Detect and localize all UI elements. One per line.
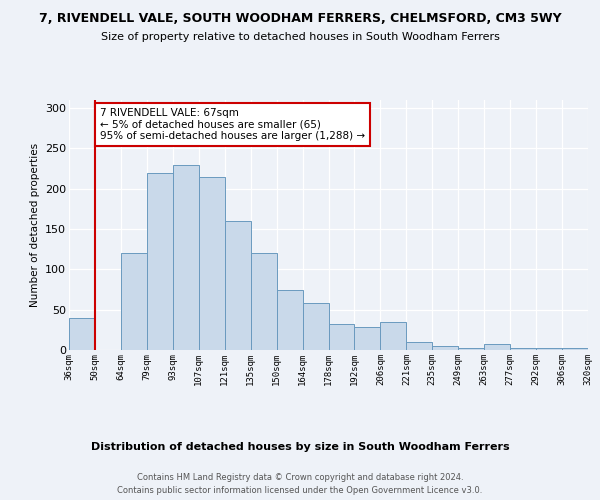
Text: Size of property relative to detached houses in South Woodham Ferrers: Size of property relative to detached ho…: [101, 32, 499, 42]
Bar: [225, 221, 251, 350]
Text: 7, RIVENDELL VALE, SOUTH WOODHAM FERRERS, CHELMSFORD, CM3 5WY: 7, RIVENDELL VALE, SOUTH WOODHAM FERRERS…: [38, 12, 562, 26]
Bar: [173, 164, 199, 350]
Bar: [510, 348, 536, 350]
Bar: [406, 342, 432, 350]
Bar: [69, 318, 95, 350]
Text: Contains HM Land Registry data © Crown copyright and database right 2024.: Contains HM Land Registry data © Crown c…: [137, 472, 463, 482]
Bar: [355, 328, 380, 350]
Text: 7 RIVENDELL VALE: 67sqm
← 5% of detached houses are smaller (65)
95% of semi-det: 7 RIVENDELL VALE: 67sqm ← 5% of detached…: [100, 108, 365, 142]
Bar: [536, 348, 562, 350]
Bar: [329, 324, 355, 350]
Bar: [380, 322, 406, 350]
Bar: [458, 348, 484, 350]
Bar: [562, 348, 588, 350]
Bar: [251, 253, 277, 350]
Bar: [433, 346, 458, 350]
Text: Distribution of detached houses by size in South Woodham Ferrers: Distribution of detached houses by size …: [91, 442, 509, 452]
Bar: [199, 176, 224, 350]
Y-axis label: Number of detached properties: Number of detached properties: [29, 143, 40, 307]
Bar: [147, 172, 173, 350]
Text: Contains public sector information licensed under the Open Government Licence v3: Contains public sector information licen…: [118, 486, 482, 495]
Bar: [302, 303, 329, 350]
Bar: [277, 290, 302, 350]
Bar: [121, 253, 147, 350]
Bar: [484, 344, 510, 350]
